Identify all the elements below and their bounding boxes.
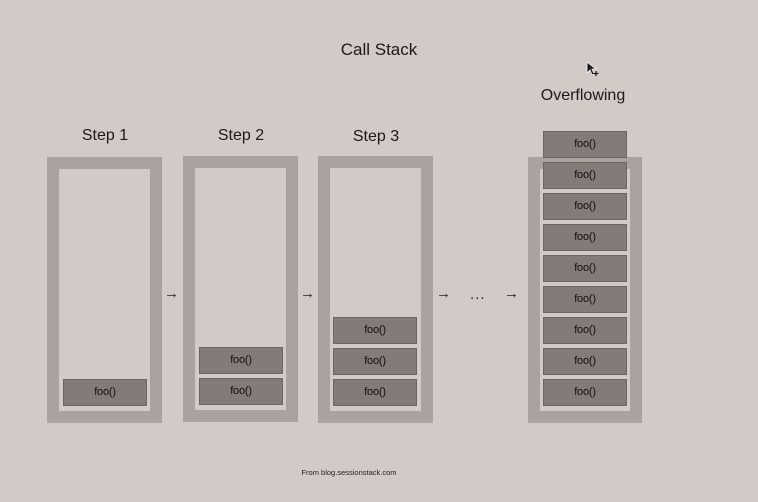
step-3-label: Step 3 bbox=[352, 128, 400, 145]
stack-frame-box: foo() bbox=[199, 378, 283, 405]
stack-frame-box: foo() bbox=[199, 347, 283, 374]
stack-frame-step-3 bbox=[318, 156, 433, 423]
stack-frame-step-2 bbox=[183, 156, 298, 422]
stack-frame-box: foo() bbox=[543, 286, 627, 313]
diagram-title: Call Stack bbox=[340, 40, 418, 59]
stack-frame-box: foo() bbox=[543, 317, 627, 344]
stack-frame-box: foo() bbox=[333, 348, 417, 375]
stack-frame-box: foo() bbox=[543, 193, 627, 220]
arrow-1: → bbox=[164, 285, 179, 302]
stack-frame-box: foo() bbox=[333, 317, 417, 344]
arrow-2: → bbox=[300, 285, 315, 302]
stack-frame-box: foo() bbox=[543, 131, 627, 158]
pointer-plus-icon bbox=[586, 61, 599, 76]
stack-frame-box: foo() bbox=[333, 379, 417, 406]
step-2-label: Step 2 bbox=[217, 127, 265, 144]
overflow-label: Overflowing bbox=[540, 87, 626, 104]
source-credit: From blog.sessionstack.com bbox=[301, 468, 397, 477]
stack-frame-box: foo() bbox=[543, 224, 627, 251]
stack-frame-box: foo() bbox=[543, 162, 627, 189]
stack-frame-step-1 bbox=[47, 157, 162, 423]
stack-frame-box: foo() bbox=[543, 348, 627, 375]
arrow-4: → bbox=[504, 285, 519, 302]
step-1-label: Step 1 bbox=[81, 127, 129, 144]
ellipsis: ... bbox=[470, 286, 486, 303]
stack-frame-box: foo() bbox=[543, 379, 627, 406]
stack-frame-box: foo() bbox=[543, 255, 627, 282]
arrow-3: → bbox=[436, 285, 451, 302]
stack-frame-box: foo() bbox=[63, 379, 147, 406]
